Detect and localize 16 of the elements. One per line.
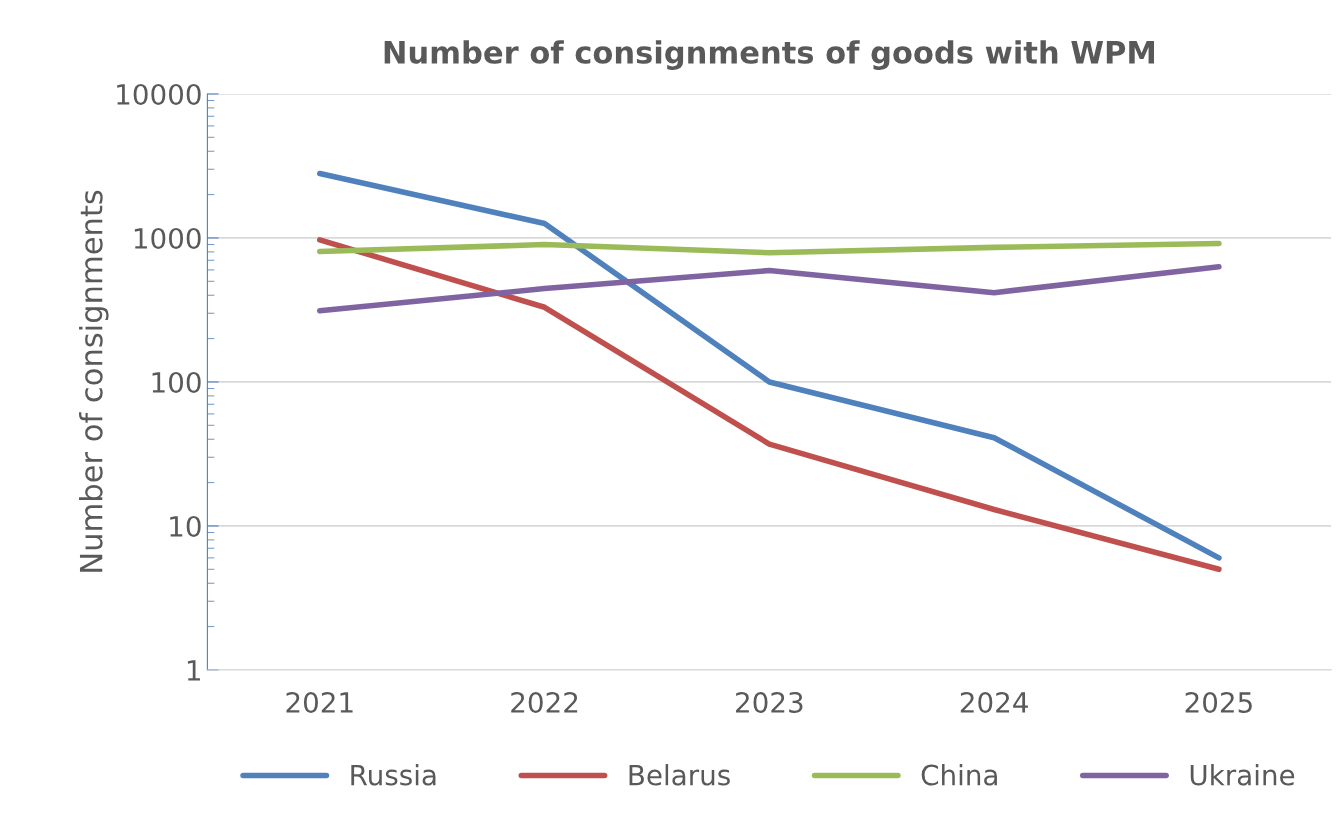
y-tick-label: 10000 [117, 83, 201, 105]
legend-label: Russia [351, 764, 436, 786]
x-tick-label: 2023 [736, 691, 803, 713]
chart-title: Number of consignments of goods with WPM [384, 40, 1155, 70]
y-tick-label: 1000 [134, 227, 201, 249]
y-tick-label: 1 [187, 660, 200, 681]
x-tick-label: 2025 [1185, 691, 1252, 713]
legend-label: Ukraine [1190, 764, 1295, 786]
y-tick-label: 100 [152, 371, 201, 393]
x-tick-label: 2021 [286, 691, 353, 713]
legend-label: China [921, 764, 997, 786]
x-tick-label: 2022 [511, 691, 578, 713]
x-tick-label: 2024 [960, 691, 1028, 713]
legend-label: Belarus [629, 764, 730, 786]
y-axis-title: Number of consignments [79, 190, 109, 572]
y-tick-label: 10 [170, 515, 201, 537]
